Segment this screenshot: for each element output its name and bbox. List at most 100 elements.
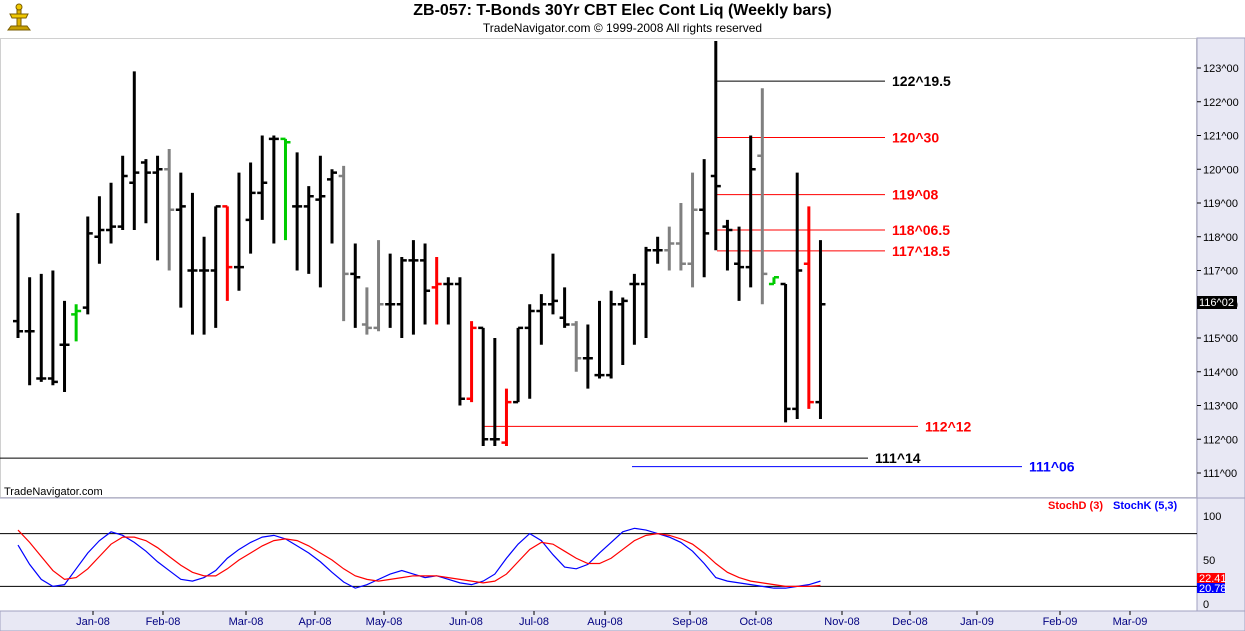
stoch-series-line (17, 529, 821, 588)
ohlc-bar (478, 326, 489, 446)
stoch-tick-label: 0 (1203, 599, 1209, 611)
time-tick-label: Dec-08 (892, 616, 927, 628)
ohlc-bar (338, 165, 349, 322)
ohlc-bar (117, 155, 128, 230)
ohlc-bar (24, 277, 35, 386)
last-price-label: 116^02 (1199, 297, 1234, 309)
ohlc-bar (641, 246, 652, 338)
ohlc-bar (722, 219, 733, 271)
ohlc-bar (501, 388, 512, 446)
ohlc-bar (780, 282, 791, 423)
ohlc-bar (792, 172, 803, 419)
price-tick-label: 115^00 (1203, 333, 1238, 345)
ohlc-bar (443, 277, 454, 325)
chart-header: ZB-057: T-Bonds 30Yr CBT Elec Cont Liq (… (0, 0, 1245, 38)
time-tick-label: Mar-08 (229, 616, 264, 628)
stochastic-pane (0, 527, 1197, 589)
ohlc-bar (617, 297, 628, 365)
ohlc-bar (36, 273, 47, 382)
ohlc-bar (408, 240, 419, 335)
ohlc-bar (815, 240, 826, 419)
time-axis-panel (0, 610, 1245, 631)
level-label: 112^12 (925, 418, 972, 434)
ohlc-bar (513, 326, 524, 404)
ohlc-bar (152, 155, 163, 261)
time-tick-label: Feb-09 (1043, 616, 1078, 628)
ohlc-bar (710, 41, 721, 251)
ohlc-bar (699, 159, 710, 278)
copyright-text: TradeNavigator.com © 1999-2008 All right… (482, 21, 763, 35)
stoch-series-line (17, 527, 821, 589)
price-tick-label: 113^00 (1203, 401, 1238, 413)
ohlc-bar (594, 300, 605, 379)
ohlc-bar (59, 300, 70, 392)
ohlc-bar (129, 71, 140, 230)
time-tick-label: Oct-08 (739, 616, 772, 628)
time-tick-label: Jan-09 (960, 616, 994, 628)
ohlc-bar (606, 290, 617, 379)
price-tick-label: 123^00 (1203, 63, 1239, 75)
price-tick-label: 117^00 (1203, 266, 1238, 278)
ohlc-bar (396, 257, 407, 338)
time-tick-label: Apr-08 (298, 616, 331, 628)
stoch-last-value: 22.41 (1199, 573, 1227, 585)
ohlc-bars (13, 41, 826, 446)
ohlc-bar (94, 196, 105, 264)
stoch-tick-label: 50 (1203, 555, 1215, 567)
ohlc-bar (82, 216, 93, 315)
ohlc-bar (652, 236, 663, 264)
ohlc-bar (245, 162, 256, 254)
price-tick-label: 122^00 (1203, 97, 1239, 109)
ohlc-bar (687, 172, 698, 288)
ohlc-bar (280, 137, 291, 241)
ohlc-bar (47, 270, 58, 386)
ohlc-bar (327, 169, 338, 244)
stoch-tick-label: 100 (1203, 511, 1221, 523)
ohlc-bar (373, 240, 384, 332)
time-tick-label: Nov-08 (824, 616, 859, 628)
ohlc-bar (629, 273, 640, 345)
ohlc-bar (106, 182, 117, 244)
level-label: 118^06.5 (892, 222, 950, 238)
ohlc-bar (140, 159, 151, 224)
ohlc-bar (757, 88, 768, 305)
stochastic-legend: StochD (3) StochK (5,3) (1048, 500, 1178, 512)
ohlc-bar (431, 257, 442, 325)
ohlc-bar (803, 206, 814, 409)
time-tick-label: Aug-08 (587, 616, 622, 628)
price-tick-label: 119^00 (1203, 198, 1238, 210)
ohlc-bar (257, 135, 268, 220)
ohlc-bar (315, 155, 326, 288)
ohlc-bar (292, 152, 303, 271)
price-tick-label: 111^00 (1203, 468, 1237, 480)
level-label: 111^06 (1029, 459, 1075, 475)
ohlc-bar (350, 243, 361, 328)
support-resistance-levels: 122^19.5 120^30 119^08 118^06.5 117^18.5 112^… (0, 73, 1075, 475)
ohlc-bar (571, 321, 582, 372)
watermark-text: TradeNavigator.com (4, 486, 103, 498)
level-label: 119^08 (892, 187, 939, 203)
ohlc-bar (745, 135, 756, 288)
legend-stochd: StochD (3) (1048, 500, 1103, 512)
ohlc-bar (536, 294, 547, 345)
ohlc-bar (303, 186, 314, 274)
ohlc-bar (454, 277, 465, 406)
time-tick-label: Mar-09 (1113, 616, 1148, 628)
ohlc-bar (210, 205, 221, 328)
ohlc-bar (175, 172, 186, 308)
time-tick-label: May-08 (366, 616, 403, 628)
time-tick-label: Jan-08 (76, 616, 110, 628)
ohlc-bar (664, 226, 675, 271)
trade-navigator-logo-icon (2, 2, 36, 36)
chart-title: ZB-057: T-Bonds 30Yr CBT Elec Cont Liq (… (413, 2, 832, 19)
ohlc-bar (233, 172, 244, 291)
price-tick-label: 112^00 (1203, 434, 1238, 446)
ohlc-bar (675, 203, 686, 271)
level-label: 122^19.5 (892, 73, 951, 89)
time-tick-label: Feb-08 (146, 616, 181, 628)
price-tick-label: 118^00 (1203, 232, 1238, 244)
level-label: 120^30 (892, 130, 939, 146)
last-price-marker: 116^02 (1197, 296, 1237, 309)
